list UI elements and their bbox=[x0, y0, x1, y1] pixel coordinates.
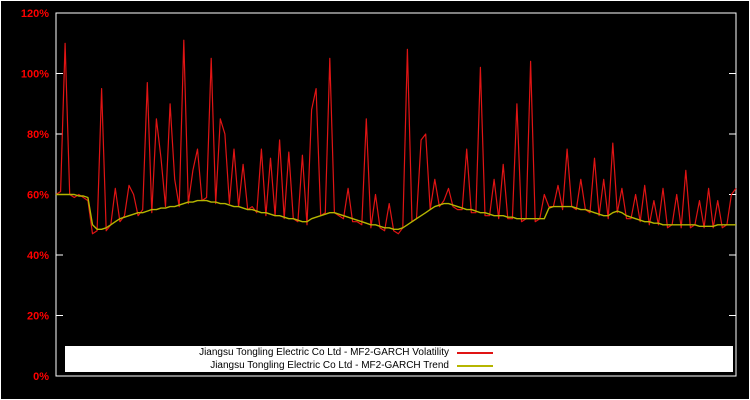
y-axis-tick-label: 40% bbox=[27, 250, 49, 262]
legend-entry-volatility: Jiangsu Tongling Electric Co Ltd - MF2-G… bbox=[65, 346, 733, 359]
y-axis-tick-label: 80% bbox=[27, 129, 49, 141]
volatility-series-line bbox=[55, 39, 737, 235]
y-axis-tick-label: 100% bbox=[21, 69, 49, 81]
trend-line-sample bbox=[457, 364, 493, 367]
legend-entry-trend: Jiangsu Tongling Electric Co Ltd - MF2-G… bbox=[65, 359, 733, 372]
trend-series-line bbox=[56, 193, 736, 231]
legend-label-volatility: Jiangsu Tongling Electric Co Ltd - MF2-G… bbox=[199, 347, 449, 358]
y-axis-tick-label: 20% bbox=[27, 311, 49, 323]
chart-legend: Jiangsu Tongling Electric Co Ltd - MF2-G… bbox=[65, 346, 733, 372]
volatility-line-sample bbox=[457, 351, 493, 354]
y-axis-tick-label: 0% bbox=[33, 371, 49, 383]
y-axis-tick-label: 120% bbox=[21, 8, 49, 20]
y-axis-tick-label: 60% bbox=[27, 190, 49, 202]
legend-label-trend: Jiangsu Tongling Electric Co Ltd - MF2-G… bbox=[210, 360, 449, 371]
